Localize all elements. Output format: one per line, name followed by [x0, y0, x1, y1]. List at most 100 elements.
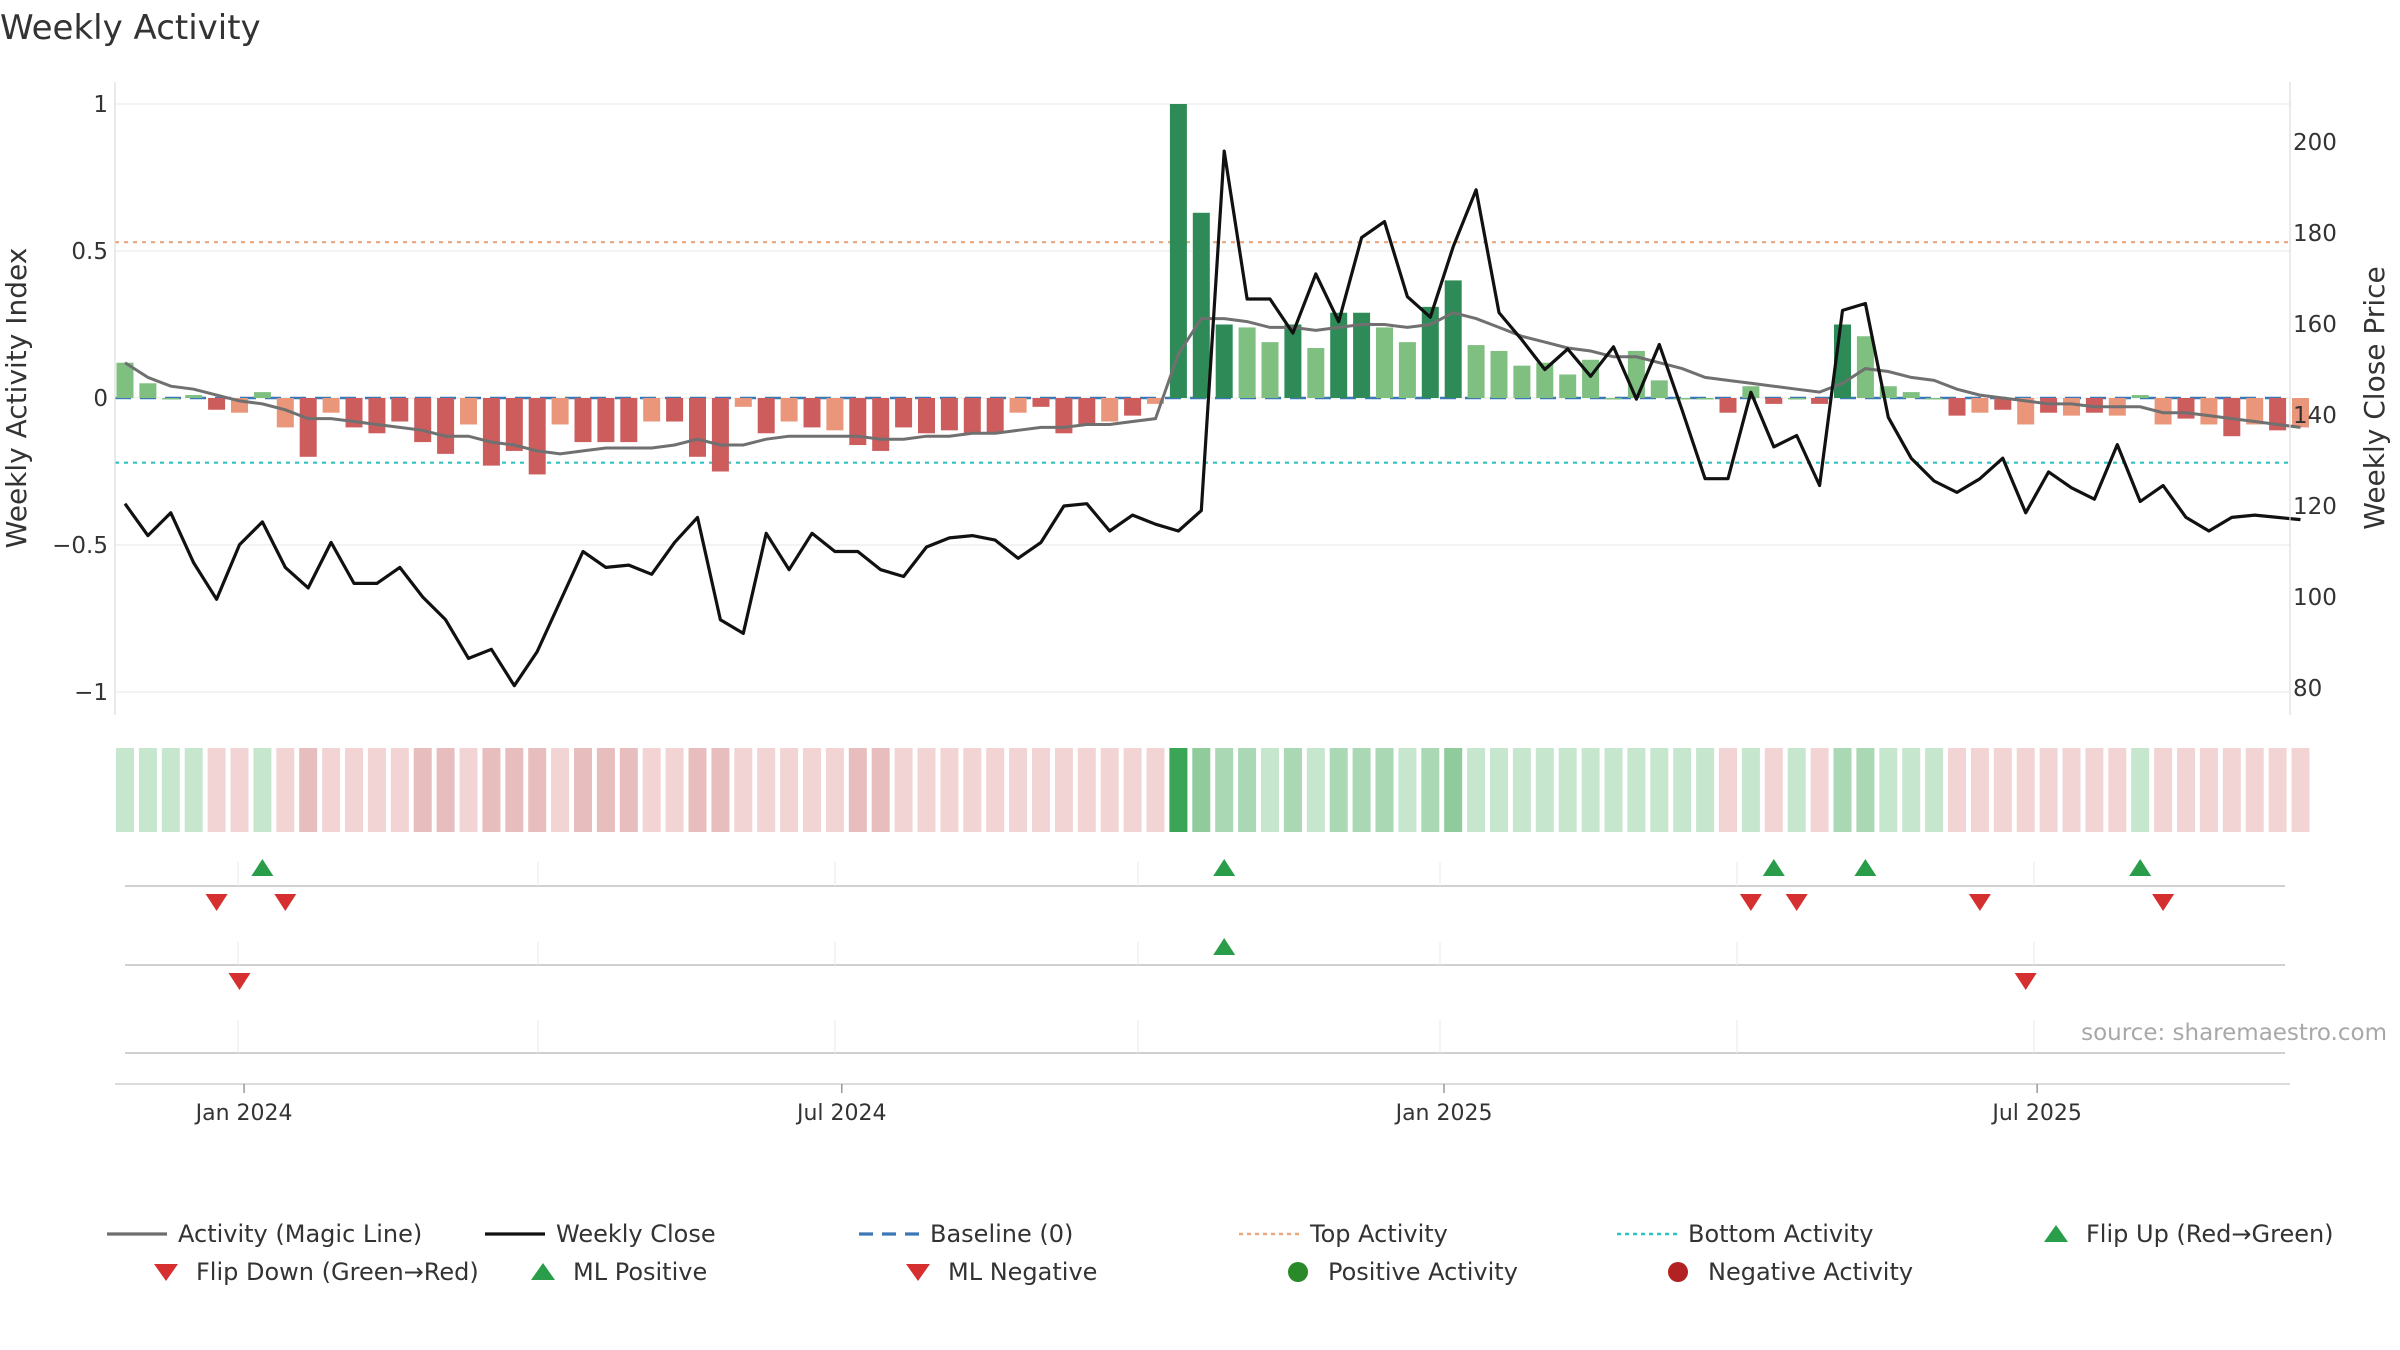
activity-bar: [1261, 342, 1279, 398]
heat-strip-cell: [116, 748, 134, 832]
left-tick-label: 1: [93, 92, 108, 118]
left-axis-title: Weekly Activity Index: [0, 248, 33, 549]
x-axis-tick-label: Jan 2024: [194, 1101, 293, 1126]
heat-strip-cell: [1970, 748, 1989, 832]
heat-strip-cell: [161, 748, 180, 832]
heat-strip-cell: [1215, 748, 1234, 832]
heat-strip-cell: [1398, 748, 1417, 832]
heat-strip-cell: [459, 748, 478, 832]
activity-bar: [1719, 398, 1737, 413]
activity-bar: [1788, 398, 1806, 400]
flip-down-marker: [274, 894, 297, 911]
heat-strip-cell: [1673, 748, 1692, 832]
heat-strip-cell: [1627, 748, 1646, 832]
activity-bar: [1696, 398, 1714, 400]
activity-bar: [1879, 386, 1897, 398]
activity-bar: [1353, 312, 1371, 398]
heat-strip-cell: [184, 748, 203, 832]
activity-bar: [2063, 398, 2080, 416]
right-tick-label: 200: [2293, 130, 2337, 156]
activity-bar: [1398, 342, 1416, 398]
flip-down-marker: [205, 894, 228, 911]
flip-down-marker: [1739, 894, 1762, 911]
weekly-close-line: [123, 149, 2301, 688]
right-tick-label: 100: [2293, 585, 2337, 611]
heat-strip-cell: [1787, 748, 1806, 832]
legend-swatch: [906, 1264, 930, 1281]
activity-bar: [1147, 398, 1164, 404]
heat-strip-cell: [917, 748, 936, 832]
activity-bar: [1811, 398, 1829, 404]
chart-title: Weekly Activity: [0, 8, 261, 48]
activity-bar: [1673, 398, 1691, 400]
activity-bar: [1582, 359, 1600, 398]
heat-strip-cell: [345, 748, 363, 832]
heat-strip-cell: [1146, 748, 1165, 832]
x-axis-tick-label: Jul 2025: [1990, 1101, 2082, 1126]
activity-bar: [2017, 398, 2035, 425]
left-tick-label: 0.5: [71, 239, 108, 265]
heat-strip-cell: [2222, 748, 2241, 832]
heat-strip-cell: [665, 748, 684, 832]
right-tick-label: 140: [2293, 403, 2337, 429]
heat-strip-cell: [367, 748, 386, 832]
flip-up-marker: [1854, 859, 1877, 876]
activity-bar: [299, 398, 317, 457]
activity-bar: [414, 398, 432, 443]
heat-strip-cell: [1375, 748, 1394, 832]
heat-strip-cell: [734, 748, 753, 832]
heat-strip-cell: [1077, 748, 1096, 832]
legend-label: Top Activity: [1309, 1220, 1448, 1248]
heat-strip-cell: [2062, 748, 2081, 832]
activity-bar: [2200, 398, 2218, 425]
heat-strip-cell: [963, 748, 982, 832]
heat-strip-cell: [894, 748, 913, 832]
heat-strip-cell: [1810, 748, 1829, 832]
heat-strip-cell: [1925, 748, 1944, 832]
heat-strip-cell: [1879, 748, 1898, 832]
heat-strip-cell: [1650, 748, 1669, 832]
legend-swatch: [1288, 1262, 1308, 1282]
activity-bar: [1971, 398, 1989, 413]
heat-strip-cell: [688, 748, 707, 832]
heat-strip-cell: [1833, 748, 1852, 832]
activity-bar: [253, 392, 271, 398]
heat-strip-cell: [390, 748, 409, 832]
heat-strip-cell: [2039, 748, 2058, 832]
heat-strip-cell: [574, 748, 592, 832]
heat-strip-cell: [1467, 748, 1486, 832]
axes: 1 0.5 0 −0.5 −1 200 180 160 140 120 100 80 Weekly Ac…: [0, 82, 2391, 715]
heat-strip-cell: [1261, 748, 1279, 832]
heat-strip-cell: [1902, 748, 1921, 832]
activity-bar: [643, 398, 661, 422]
heat-strip-cell: [1535, 748, 1554, 832]
activity-bar: [1284, 324, 1302, 398]
heat-strip-cell: [322, 748, 341, 832]
activity-bar: [1444, 280, 1462, 398]
heat-strip-cell: [711, 748, 730, 832]
activity-bar: [1124, 398, 1142, 416]
heat-strip-cell: [1306, 748, 1325, 832]
legend-swatch: [154, 1264, 178, 1281]
heat-strip-cell: [2177, 748, 2195, 832]
activity-bar: [139, 383, 157, 398]
activity-bar: [1650, 380, 1668, 398]
heat-strip-cell: [436, 748, 455, 832]
activity-bar: [1925, 398, 1943, 400]
activity-bar: [2131, 395, 2149, 398]
activity-bar: [620, 398, 638, 443]
activity-bar: [1421, 306, 1439, 398]
legend-label: Negative Activity: [1708, 1258, 1913, 1286]
heat-strip-cell: [1192, 748, 1211, 832]
heat-strip-cell: [1948, 748, 1966, 832]
activity-bar: [1169, 104, 1187, 398]
activity-bar: [872, 398, 890, 451]
activity-bar: [1215, 324, 1233, 398]
activity-bar: [986, 398, 1004, 434]
left-tick-label: −0.5: [52, 533, 108, 559]
heat-strip-cell: [1490, 748, 1508, 832]
legend-label: Weekly Close: [556, 1220, 716, 1248]
activity-bar: [482, 398, 500, 466]
